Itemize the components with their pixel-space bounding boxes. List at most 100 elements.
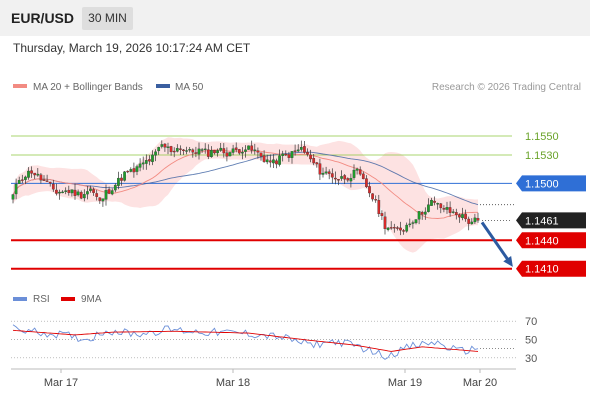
candle-body [318,163,322,175]
candle-body [225,152,229,157]
candle-body [132,168,136,173]
candle-body [55,189,58,194]
candle-body [414,219,418,224]
price-tag-text: 1.1461 [525,215,559,227]
rsi-tick-label: 50 [525,335,537,347]
candle-body [405,224,409,232]
candle-body [340,176,343,179]
candle-body [386,227,390,230]
candle-body [296,149,300,152]
candle-body [439,203,443,209]
bollinger-band [13,137,478,253]
candle-body [135,166,139,172]
candle-body [334,177,337,180]
candle-body [284,153,288,156]
candle-body [259,152,263,157]
candle-body [451,211,455,213]
candle-body [265,159,269,163]
candle-body [213,150,216,154]
candle-body [141,162,145,165]
candle-body [321,172,325,175]
rsi-tick-label: 70 [525,316,537,328]
candle-body [365,178,368,188]
rsi-tick-label: 30 [525,353,537,365]
rsi-ma-legend-swatch [61,297,75,301]
candle-body [82,194,86,199]
candle-body [324,171,328,174]
rsi-ma-line [12,329,479,352]
candle-body [45,180,49,182]
candle-body [163,143,167,148]
candle-body [442,208,446,210]
candle-body [175,148,179,152]
candle-body [399,227,402,231]
candle-body [237,149,241,154]
candle-body [194,152,198,154]
candle-body [368,186,371,194]
candle-body [262,155,266,162]
candle-body [151,154,154,162]
candle-body [123,171,126,181]
rsi-ma-legend-label: 9MA [81,294,102,305]
candle-body [464,213,467,220]
candle-body [454,212,458,216]
candle-body [182,149,185,152]
candle-body [346,178,350,181]
candle-body [470,221,474,225]
candle-body [138,163,142,168]
candle-body [61,191,64,194]
candle-body [231,148,235,153]
candle-body [445,207,449,210]
support-price-tag: 1.1410 [516,260,586,277]
candle-body [67,189,71,193]
candle-body [383,216,387,229]
candle-body [448,207,452,213]
candle-body [358,169,362,175]
price-tag-shape [516,175,586,192]
candle-body [278,155,281,165]
timeframe-button[interactable]: 30 MIN [82,7,133,30]
candle-body [200,149,204,151]
candle-body [349,178,353,182]
resistance-label: 1.1550 [525,131,559,143]
candle-body [315,162,319,165]
candle-body [107,189,111,194]
candle-body [433,200,436,203]
candle-body [64,190,68,192]
candle-body [306,152,309,155]
price-tag-text: 1.1500 [525,178,559,190]
candle-body [20,179,24,181]
candle-body [169,146,173,153]
bollinger-band-layer [13,137,478,253]
candle-body [51,183,55,190]
price-tag-text: 1.1440 [525,235,559,247]
candle-body [272,159,275,164]
candle-body [110,190,114,195]
candle-body [76,191,80,196]
candle-body [250,145,254,151]
candle-body [79,192,83,199]
candle-body [423,211,427,215]
rsi-line [12,324,479,360]
candle-body [101,198,105,202]
candle-body [389,227,393,229]
candle-body [256,150,260,153]
candle-body [144,160,148,164]
candle-body [42,179,46,181]
candle-body [299,147,303,150]
candle-body [17,180,21,184]
candle-body [14,183,18,195]
candle-body [185,150,188,152]
candle-body [197,148,201,155]
candle-body [411,222,415,224]
candle-body [303,146,306,153]
candle-body [70,189,74,194]
candle-body [337,179,340,181]
candle-body [247,145,250,150]
candle-body [293,150,297,152]
rsi-legend-label: RSI [33,294,50,305]
candle-body [234,147,238,150]
candle-body [377,200,381,215]
candle-body [361,173,365,180]
candle-body [268,160,272,163]
